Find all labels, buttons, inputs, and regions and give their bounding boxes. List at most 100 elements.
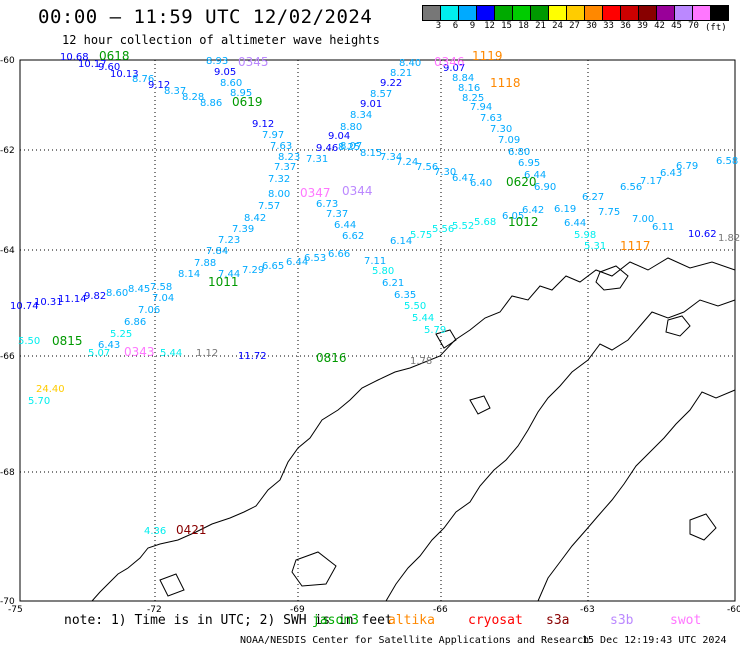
wave-height-value: 9.82 [84, 291, 106, 302]
wave-height-value: 6.21 [382, 278, 404, 289]
wave-height-value: 1.82 [718, 233, 740, 244]
wave-height-value: 7.06 [138, 305, 160, 316]
wave-height-value: 7.57 [258, 201, 280, 212]
pass-time-label: 0343 [124, 345, 155, 359]
wave-height-value: 8.95 [230, 88, 252, 99]
wave-height-value: 8.25 [338, 142, 360, 153]
wave-height-value: 7.09 [498, 135, 520, 146]
pass-time-label: 1119 [472, 49, 503, 63]
wave-height-value: 7.37 [326, 209, 348, 220]
color-scale-label: 3 [435, 21, 442, 31]
wave-height-value: 5.75 [410, 230, 432, 241]
color-scale-label: 15 [501, 21, 512, 31]
wave-height-value: 9.05 [214, 67, 236, 78]
wave-height-value: 7.97 [262, 130, 284, 141]
wave-height-value: 6.44 [564, 218, 586, 229]
wave-height-value: 5.98 [574, 230, 596, 241]
wave-height-value: 9.22 [380, 78, 402, 89]
wave-height-value: 6.47 [452, 173, 474, 184]
coast-inner-1 [385, 299, 736, 602]
island-4 [435, 329, 457, 349]
wave-height-value: 8.07 [340, 141, 362, 152]
wave-height-value: 5.50 [18, 336, 40, 347]
pass-time-label: 0346 [434, 55, 465, 69]
wave-height-value: 6.65 [262, 261, 284, 272]
satellite-swot: swot [670, 613, 702, 628]
wave-height-value: 8.80 [340, 122, 362, 133]
wave-height-value: 8.16 [458, 83, 480, 94]
wave-height-value: 6.79 [676, 161, 698, 172]
wave-height-value: 8.42 [244, 213, 266, 224]
page-title: 00:00 – 11:59 UTC 12/02/2024 [38, 6, 373, 28]
wave-height-value: 6.40 [470, 178, 492, 189]
wave-height-value: 8.93 [206, 56, 228, 67]
longitude-label: -75 [8, 605, 23, 615]
wave-height-value: 9.04 [328, 131, 350, 142]
color-scale-label: 45 [671, 21, 682, 31]
wave-height-value: 9.01 [360, 99, 382, 110]
satellite-s3b: s3b [610, 613, 634, 628]
wave-height-value: 9.60 [98, 62, 120, 73]
wave-height-value: 6.43 [98, 340, 120, 351]
satellite-cryosat: cryosat [468, 613, 523, 628]
color-scale-label: 6 [452, 21, 459, 31]
color-scale-label: 9 [469, 21, 476, 31]
wave-height-value: 6.42 [522, 205, 544, 216]
wave-height-value: 24.40 [36, 384, 65, 395]
wave-height-value: 7.63 [270, 141, 292, 152]
wave-height-value: 8.76 [132, 74, 154, 85]
wave-height-value: 6.05 [502, 211, 524, 222]
wave-height-value: 6.90 [534, 182, 556, 193]
pass-time-label: 0421 [176, 523, 207, 537]
wave-height-value: 6.27 [582, 192, 604, 203]
wave-height-value: 7.29 [242, 265, 264, 276]
wave-height-value: 7.31 [306, 154, 328, 165]
island-6 [159, 573, 185, 597]
wave-height-value: 6.43 [660, 168, 682, 179]
map-frame [19, 59, 736, 602]
pass-time-label: 0344 [342, 184, 373, 198]
pass-time-label: 0620 [506, 175, 537, 189]
pass-time-label: 0815 [52, 334, 83, 348]
wave-height-value: 8.37 [164, 86, 186, 97]
wave-height-value: 5.50 [404, 301, 426, 312]
wave-height-value: 7.24 [396, 157, 418, 168]
wave-height-value: 6.44 [524, 170, 546, 181]
latitude-label: -60 [0, 56, 15, 66]
wave-height-value: 5.07 [88, 348, 110, 359]
pass-time-label: 1012 [508, 215, 539, 229]
wave-height-value: 7.56 [416, 162, 438, 173]
color-scale-labels: 3 6 9 12 15 18 21 24 27 30 33 36 39 42 45 70 [430, 21, 728, 31]
pass-time-label: 1117 [620, 239, 651, 253]
wave-height-value: 6.95 [518, 158, 540, 169]
wave-height-value: 10.31 [34, 297, 63, 308]
wave-height-value: 5.80 [372, 266, 394, 277]
wave-height-value: 6.80 [508, 147, 530, 158]
wave-height-value: 7.37 [274, 162, 296, 173]
wave-height-value: 10.74 [10, 301, 39, 312]
color-scale-label: 30 [586, 21, 597, 31]
color-scale-label: 42 [654, 21, 665, 31]
wave-height-value: 9.46 [316, 143, 338, 154]
pass-time-labels: 0618 0345 0346 1119 1118 0619 0344 0347 0620 1012… [52, 49, 651, 537]
color-scale-label: 70 [688, 21, 699, 31]
color-scale-label: 12 [484, 21, 495, 31]
wave-height-value: 11.72 [238, 351, 267, 362]
satellite-jason3: jason3 [312, 613, 359, 628]
pass-time-label: 1118 [490, 76, 521, 90]
longitude-label: -66 [433, 605, 448, 615]
wave-value-labels: 10.6810.179.6010.138.769.128.378.288.868… [10, 52, 740, 537]
color-scale-swatch [710, 5, 729, 21]
color-scale-label: 18 [518, 21, 529, 31]
color-scale-label: 24 [552, 21, 563, 31]
color-scale-unit: (ft) [705, 23, 727, 33]
wave-height-value: 10.13 [110, 69, 139, 80]
wave-height-value: 6.58 [716, 156, 738, 167]
longitude-label: -69 [290, 605, 305, 615]
pass-time-label: 0347 [300, 186, 331, 200]
wave-height-value: 8.57 [370, 89, 392, 100]
wave-height-value: 8.84 [452, 73, 474, 84]
satellite-s3a: s3a [546, 613, 570, 628]
wave-height-value: 6.19 [554, 204, 576, 215]
